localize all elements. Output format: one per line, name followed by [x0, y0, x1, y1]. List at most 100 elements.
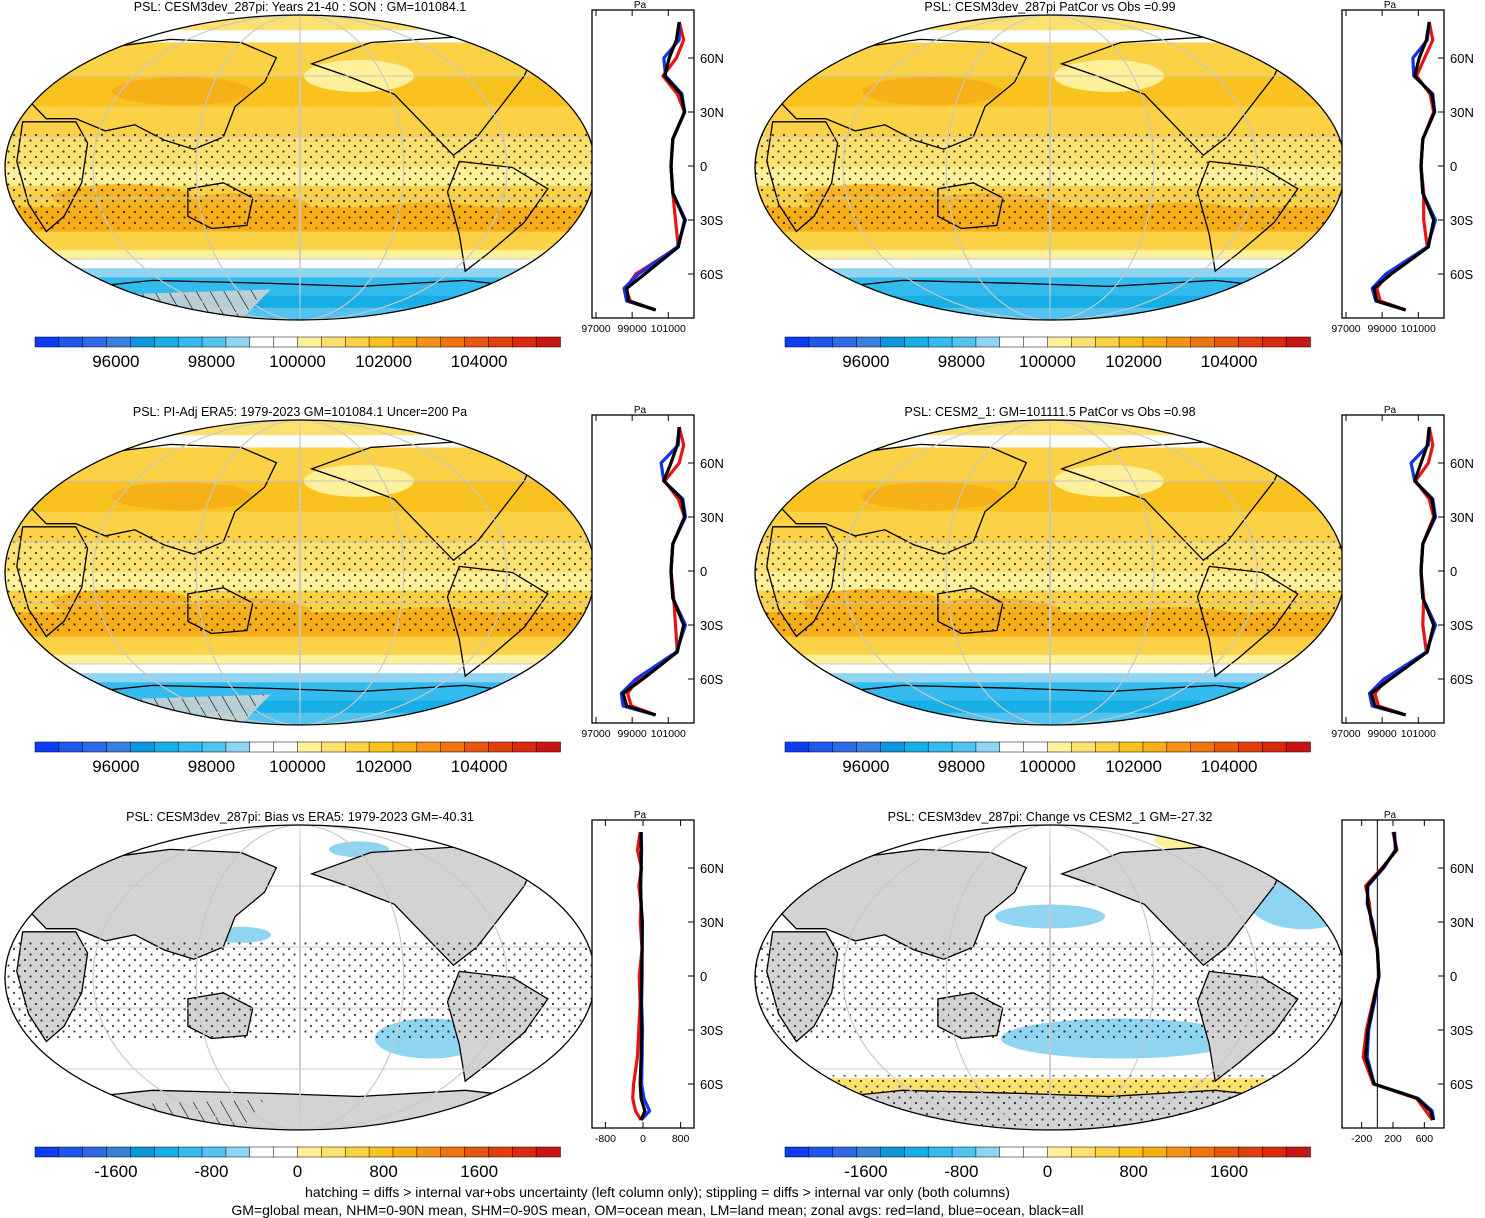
greenland-land: [1237, 425, 1300, 455]
colorbar-swatch: [1214, 336, 1240, 348]
profile-ytick-label: 60S: [1450, 1077, 1473, 1092]
colorbar-swatch: [1071, 1146, 1096, 1158]
profile-unit: Pa: [1384, 810, 1397, 821]
colorbar-swatch: [154, 336, 179, 348]
antarctica-land: [61, 1089, 551, 1130]
colorbar-swatch: [784, 1146, 810, 1158]
colorbar-label: 104000: [1201, 352, 1258, 371]
graticule-meridian: [195, 825, 405, 1130]
colorbar-swatch: [34, 1146, 60, 1158]
colorbar-swatch: [106, 336, 132, 348]
profile-ytick-label: 60S: [1450, 267, 1473, 282]
colorbar-swatch: [1023, 741, 1049, 753]
eurasia-land: [777, 443, 1028, 555]
colorbar-swatch: [344, 1146, 370, 1158]
profile-xtick-label: -200: [1351, 1133, 1372, 1145]
colorbar-swatch: [106, 741, 132, 753]
colorbar-swatch: [1262, 1146, 1287, 1158]
colorbar-swatch: [999, 336, 1025, 348]
colorbar-swatch: [154, 1146, 179, 1158]
colorbar-swatch: [832, 336, 858, 348]
graticule-meridian: [195, 420, 405, 725]
profile-unit: Pa: [1384, 405, 1397, 416]
profile-xtick-label: 600: [1416, 1133, 1434, 1145]
colorbar-swatch: [201, 741, 227, 753]
profile-ytick-label: 60N: [1450, 51, 1474, 66]
colorbar-swatch: [535, 1146, 561, 1158]
colorbar-swatch: [273, 1146, 299, 1158]
colorbar-label: 0: [1043, 1162, 1052, 1181]
panel-title: PSL: CESM2_1: GM=101111.5 PatCor vs Obs …: [904, 405, 1195, 419]
colorbar-swatch: [1166, 741, 1192, 753]
profile-ytick-label: 0: [700, 564, 707, 579]
profile-xtick-label: 97000: [581, 323, 610, 335]
colorbar-label: -800: [194, 1162, 228, 1181]
colorbar-swatch: [1118, 1146, 1144, 1158]
colorbar-swatch: [392, 1146, 418, 1158]
colorbar-swatch: [1094, 741, 1120, 753]
antarctica-land: [61, 684, 551, 725]
zonal-profile-p4: Pa 60N 30N 0 30S 60S 97000 99000 101000: [1331, 405, 1473, 740]
colorbar-swatch: [488, 1146, 514, 1158]
colorbar-swatch: [130, 1146, 156, 1158]
graticule-meridian: [842, 15, 1258, 320]
colorbar-label: 98000: [938, 757, 985, 776]
profile-xtick-label: 99000: [618, 323, 647, 335]
profile-ytick-label: 30S: [700, 618, 723, 633]
colorbar-swatch: [154, 741, 179, 753]
colorbar-swatch: [34, 336, 60, 348]
profile-ytick-label: 30N: [1450, 510, 1474, 525]
profile-xtick-label: 101000: [1401, 728, 1436, 740]
greenland-land: [487, 425, 550, 455]
colorbar-swatch: [784, 336, 810, 348]
profile-ytick-label: 30N: [1450, 915, 1474, 930]
colorbar-swatch: [512, 741, 537, 753]
colorbar-swatch: [440, 741, 466, 753]
profile-unit: Pa: [634, 405, 647, 416]
north-america-land: [309, 35, 537, 157]
colorbar-swatch: [177, 741, 203, 753]
colorbar-swatch: [416, 336, 442, 348]
graticule-meridian: [299, 420, 301, 725]
colorbar-swatch: [464, 1146, 490, 1158]
colorbar-swatch: [440, 336, 466, 348]
colorbar: -1600 -800 0 800 1600: [784, 1146, 1311, 1181]
colorbar-swatch: [201, 336, 227, 348]
colorbar-swatch: [512, 1146, 537, 1158]
colorbar-label: 1600: [1210, 1162, 1248, 1181]
profile-ytick-label: 60S: [1450, 672, 1473, 687]
colorbar-label: 100000: [269, 757, 326, 776]
profile-ytick-label: 30N: [700, 915, 724, 930]
colorbar-swatch: [999, 741, 1025, 753]
colorbar-swatch: [249, 1146, 275, 1158]
colorbar-swatch: [927, 741, 953, 753]
graticule-meridian: [842, 420, 1258, 725]
colorbar-swatch: [297, 741, 323, 753]
zonal-profile-p6: Pa 60N 30N 0 30S 60S -200 200 600: [1341, 810, 1474, 1145]
colorbar-swatch: [344, 336, 370, 348]
colorbar-swatch: [1214, 1146, 1240, 1158]
profile-ytick-label: 60N: [1450, 456, 1474, 471]
panel-title: PSL: CESM3dev_287pi PatCor vs Obs =0.99: [924, 0, 1175, 14]
colorbar-swatch: [535, 336, 561, 348]
colorbar-swatch: [1047, 741, 1073, 753]
colorbar-swatch: [368, 336, 394, 348]
north-america-land: [309, 440, 537, 562]
colorbar-swatch: [82, 741, 108, 753]
eurasia-land: [27, 443, 278, 555]
profile-xtick-label: 200: [1384, 1133, 1402, 1145]
colorbar-label: -1600: [844, 1162, 887, 1181]
colorbar-swatch: [975, 336, 1001, 348]
colorbar-label: 96000: [842, 352, 889, 371]
profile-xtick-label: 97000: [581, 728, 610, 740]
profile-ytick-label: 0: [1450, 969, 1457, 984]
colorbar-swatch: [130, 336, 156, 348]
colorbar-swatch: [58, 1146, 84, 1158]
graticule-meridian: [299, 825, 301, 1130]
colorbar-swatch: [273, 336, 299, 348]
colorbar-swatch: [975, 1146, 1001, 1158]
colorbar-swatch: [784, 741, 810, 753]
greenland-land: [1237, 20, 1300, 50]
colorbar-swatch: [1166, 1146, 1192, 1158]
colorbar-swatch: [1214, 741, 1240, 753]
